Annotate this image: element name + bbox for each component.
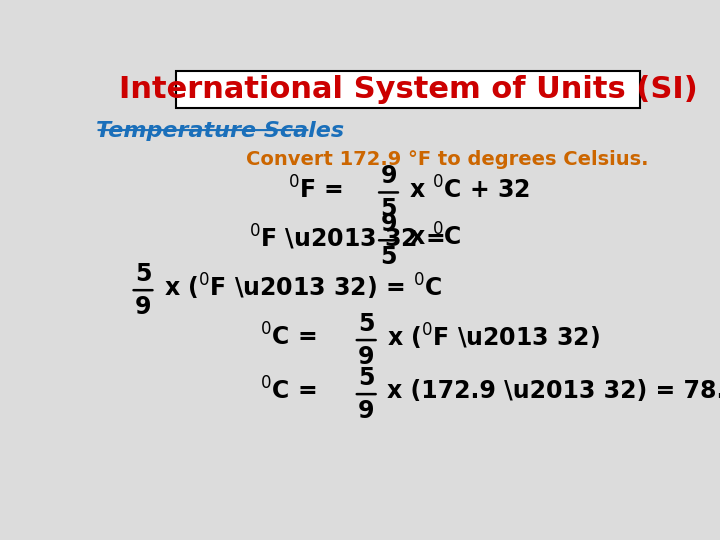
Text: International System of Units (SI): International System of Units (SI)	[119, 75, 698, 104]
Text: 5: 5	[380, 198, 397, 221]
Text: $^0$F =: $^0$F =	[288, 176, 343, 203]
Text: Temperature Scales: Temperature Scales	[96, 121, 343, 141]
Text: Convert 172.9 °F to degrees Celsius.: Convert 172.9 °F to degrees Celsius.	[246, 150, 649, 169]
Text: $^0$F \u2013 32 =: $^0$F \u2013 32 =	[249, 223, 445, 252]
Text: 9: 9	[380, 212, 397, 236]
Text: x ($^0$F \u2013 32) = $^0$C: x ($^0$F \u2013 32) = $^0$C	[163, 272, 442, 302]
Text: x (172.9 \u2013 32) = 78.3: x (172.9 \u2013 32) = 78.3	[387, 379, 720, 403]
Text: 5: 5	[358, 366, 374, 390]
Text: 5: 5	[358, 312, 374, 336]
Text: 9: 9	[358, 345, 374, 369]
Text: 9: 9	[380, 164, 397, 188]
Text: 5: 5	[135, 262, 151, 286]
Text: 9: 9	[135, 295, 151, 319]
Text: x $^0$C: x $^0$C	[409, 224, 462, 251]
Text: x ($^0$F \u2013 32): x ($^0$F \u2013 32)	[387, 322, 600, 352]
Text: 9: 9	[358, 399, 374, 423]
Text: 5: 5	[380, 245, 397, 269]
Text: $^0$C =: $^0$C =	[260, 377, 317, 405]
Text: x $^0$C + 32: x $^0$C + 32	[409, 176, 531, 203]
Text: $^0$C =: $^0$C =	[260, 323, 317, 351]
FancyBboxPatch shape	[176, 71, 639, 109]
